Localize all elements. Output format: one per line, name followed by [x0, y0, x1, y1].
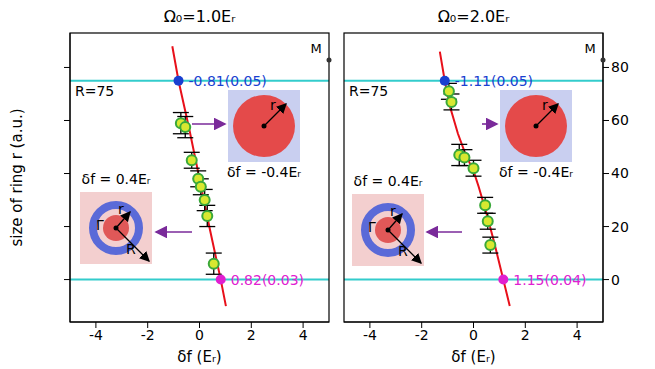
svg-text:2: 2 — [247, 327, 256, 343]
svg-text:r: r — [390, 203, 396, 219]
svg-text:R=75: R=75 — [75, 83, 114, 99]
svg-text:1.15(0.04): 1.15(0.04) — [513, 272, 586, 288]
svg-text:δf = -0.4Eᵣ: δf = -0.4Eᵣ — [499, 164, 573, 180]
svg-text:δf (Eᵣ): δf (Eᵣ) — [177, 348, 221, 366]
svg-text:R=75: R=75 — [349, 83, 388, 99]
svg-text:80: 80 — [611, 59, 629, 75]
svg-text:δf = 0.4Eᵣ: δf = 0.4Eᵣ — [82, 171, 151, 187]
svg-text:0: 0 — [611, 272, 620, 288]
svg-text:M: M — [310, 41, 321, 56]
svg-text:2: 2 — [521, 327, 530, 343]
svg-text:4: 4 — [573, 327, 582, 343]
svg-text:0.82(0.03): 0.82(0.03) — [231, 272, 304, 288]
svg-text:r: r — [118, 201, 124, 217]
svg-text:R: R — [126, 241, 136, 257]
svg-text:-4: -4 — [363, 327, 377, 343]
svg-text:0: 0 — [195, 327, 204, 343]
svg-text:60: 60 — [611, 112, 629, 128]
svg-text:4: 4 — [299, 327, 308, 343]
svg-text:δf = -0.4Eᵣ: δf = -0.4Eᵣ — [227, 164, 301, 180]
svg-text:-2: -2 — [141, 327, 155, 343]
svg-text:r: r — [542, 97, 548, 113]
svg-text:R: R — [398, 243, 408, 259]
svg-text:Ω₀=2.0Eᵣ: Ω₀=2.0Eᵣ — [438, 7, 511, 26]
svg-text:r: r — [270, 97, 276, 113]
svg-text:size of ring r (a.u.): size of ring r (a.u.) — [8, 108, 26, 246]
svg-text:-4: -4 — [89, 327, 103, 343]
svg-text:-1.11(0.05): -1.11(0.05) — [455, 73, 533, 89]
svg-text:δf (Eᵣ): δf (Eᵣ) — [451, 348, 495, 366]
svg-text:-2: -2 — [415, 327, 429, 343]
svg-text:Γ: Γ — [368, 219, 376, 235]
svg-text:40: 40 — [611, 165, 629, 181]
svg-text:Ω₀=1.0Eᵣ: Ω₀=1.0Eᵣ — [164, 7, 237, 26]
svg-text:20: 20 — [611, 219, 629, 235]
svg-text:-0.81(0.05): -0.81(0.05) — [189, 73, 267, 89]
svg-text:0: 0 — [469, 327, 478, 343]
svg-text:Γ: Γ — [96, 217, 104, 233]
svg-text:M: M — [584, 41, 595, 56]
svg-text:δf = 0.4Eᵣ: δf = 0.4Eᵣ — [354, 173, 423, 189]
